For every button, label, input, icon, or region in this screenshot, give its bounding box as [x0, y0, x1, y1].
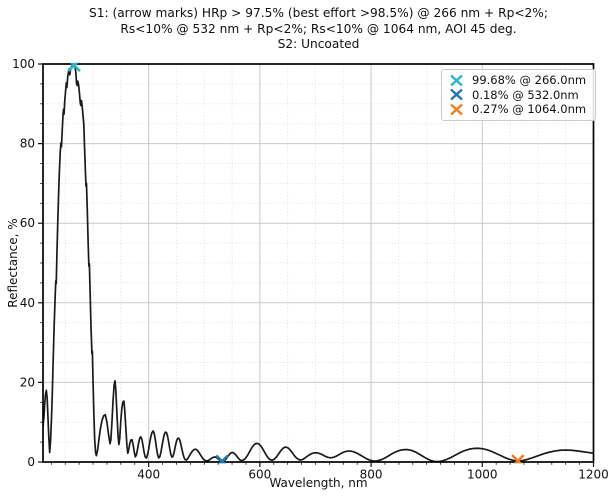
x-marker-532nm-icon: [215, 454, 229, 464]
legend-entry-3: 0.27% @ 1064.0nm: [449, 102, 586, 117]
wavelength-markers: [67, 62, 525, 464]
tick-labels: 400 600 800 1000 1200 0 20 40 60 80 100: [12, 57, 609, 482]
x-tick-label: 1200: [578, 468, 609, 482]
chart-title-line-1: S1: (arrow marks) HRp > 97.5% (best effo…: [88, 6, 548, 20]
legend-x-marker-icon: [450, 88, 463, 101]
major-gridlines: [43, 64, 594, 462]
x-tick-label: 600: [248, 468, 271, 482]
legend-entry-label: 0.27% @ 1064.0nm: [472, 102, 587, 117]
legend-entry-2: 0.18% @ 532.0nm: [449, 88, 586, 103]
x-tick-label: 1000: [467, 468, 498, 482]
axis-ticks: [38, 63, 595, 467]
x-marker-266nm-icon: [67, 62, 81, 72]
chart-title: S1: (arrow marks) HRp > 97.5% (best effo…: [43, 6, 594, 53]
x-tick-label: 800: [360, 468, 383, 482]
x-axis-label: Wavelength, nm: [269, 476, 368, 490]
minor-gridlines: [43, 64, 594, 462]
x-tick-label: 400: [137, 468, 160, 482]
chart-title-line-2: Rs<10% @ 532 nm + Rp<2%; Rs<10% @ 1064 n…: [120, 21, 517, 36]
reflectance-curve: [43, 64, 594, 462]
y-tick-label: 80: [20, 137, 35, 151]
y-tick-label: 20: [20, 375, 35, 389]
y-tick-label: 100: [12, 57, 35, 71]
x-marker-1064nm-icon: [511, 454, 525, 464]
legend-entry-1: 99.68% @ 266.0nm: [449, 73, 586, 88]
y-tick-label: 40: [20, 296, 35, 310]
y-axis-label: Reflectance, %: [6, 218, 20, 308]
y-tick-label: 60: [20, 216, 35, 230]
legend: 99.68% @ 266.0nm 0.18% @ 532.0nm 0.27% @ 1…: [441, 69, 597, 121]
y-tick-label: 0: [27, 455, 35, 469]
chart-title-line-3: S2: Uncoated: [277, 37, 360, 52]
legend-entry-label: 99.68% @ 266.0nm: [472, 73, 587, 88]
legend-x-marker-icon: [450, 103, 463, 116]
legend-x-marker-icon: [450, 74, 463, 87]
legend-entry-label: 0.18% @ 532.0nm: [472, 87, 579, 102]
